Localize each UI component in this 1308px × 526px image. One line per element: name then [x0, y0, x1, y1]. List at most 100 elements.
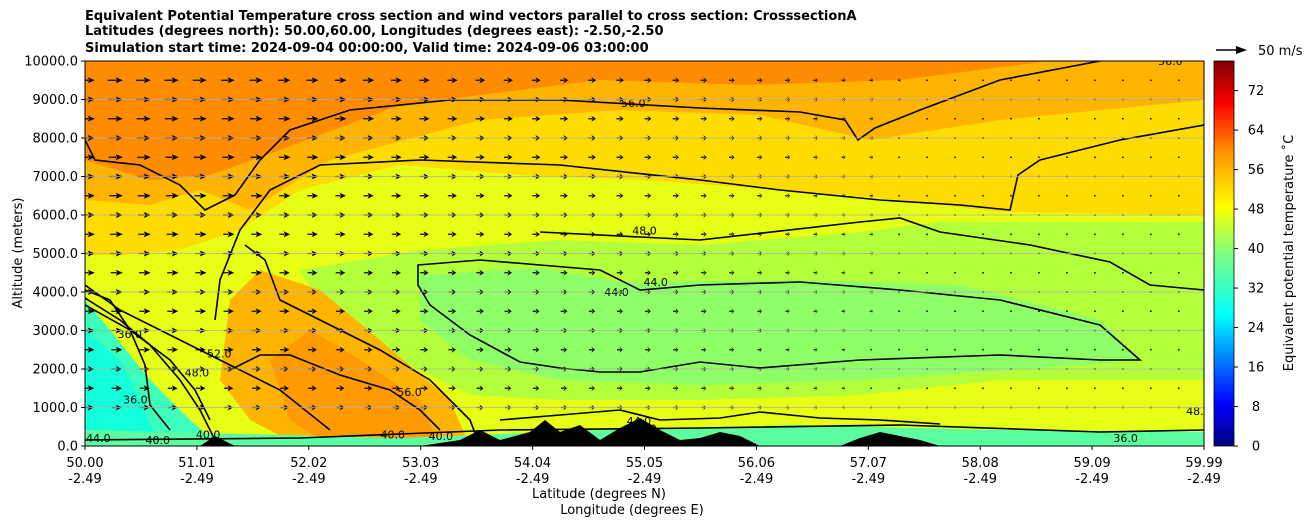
wind-vector: [619, 231, 624, 238]
wind-vector: [479, 269, 485, 276]
wind-vector: [926, 117, 928, 120]
wind-vector: [115, 385, 122, 392]
wind-vector: [1149, 271, 1152, 274]
wind-vector: [171, 77, 179, 84]
colorbar-tick-label: 64: [1248, 124, 1265, 139]
y-axis-label: Altitude (meters): [11, 198, 26, 309]
wind-vector: [982, 310, 984, 313]
wind-vector: [843, 308, 846, 315]
wind-vector: [591, 77, 597, 84]
wind-vector: [787, 269, 790, 276]
wind-vector: [535, 346, 540, 353]
plot-area: 56.0 48.0 44.0 44.0 52.0 48.0 56.0 36.0 36.0 44.0…: [85, 61, 1211, 446]
grid-lines: [85, 99, 1204, 408]
wind-vector: [1093, 79, 1096, 82]
wind-vector: [759, 115, 763, 122]
wind-vector: [227, 385, 234, 392]
colorbar-tick-label: 48: [1248, 203, 1265, 218]
wind-vector: [479, 154, 485, 161]
wind-vector: [451, 346, 456, 353]
wind-vector: [1121, 194, 1124, 197]
wind-vector: [1177, 387, 1180, 390]
x-axis-label-longitude: Longitude (degrees E): [560, 503, 704, 518]
contour-label: 36.0: [1113, 432, 1138, 445]
contour-label: 48.0: [1186, 405, 1211, 418]
wind-vector: [703, 346, 707, 353]
wind-vector: [535, 308, 540, 315]
wind-vector: [339, 385, 345, 392]
colorbar-tick-label: 8: [1252, 400, 1260, 415]
wind-vector: [227, 154, 235, 161]
wind-vector: [199, 192, 207, 199]
wind-vector: [1066, 348, 1068, 351]
wind-vector: [675, 346, 679, 353]
wind-vector: [1066, 310, 1068, 313]
wind-vector: [283, 115, 291, 122]
quiver-key-label: 50 m/s: [1258, 44, 1303, 59]
contour-40-left: [85, 297, 216, 441]
wind-vector: [143, 346, 151, 353]
wind-vector: [843, 77, 846, 84]
wind-vector: [563, 269, 568, 276]
wind-vector: [759, 308, 762, 315]
wind-vector: [1149, 79, 1152, 82]
wind-vector: [898, 348, 900, 351]
wind-vector: [647, 385, 651, 392]
wind-vector: [563, 154, 569, 161]
wind-vector: [731, 346, 734, 353]
wind-vector: [703, 77, 707, 84]
wind-vector: [1177, 156, 1180, 159]
wind-vector: [143, 115, 151, 122]
wind-vector: [255, 385, 262, 392]
wind-vector: [815, 231, 818, 238]
y-tick-label: 9000.0: [33, 93, 79, 108]
wind-vector: [1149, 387, 1152, 390]
wind-vector: [171, 308, 179, 315]
wind-vector: [563, 385, 567, 392]
wind-vector: [367, 192, 374, 199]
wind-vector: [647, 231, 651, 238]
x-tick-label-lat: 58.08: [962, 456, 999, 471]
wind-vector: [1121, 271, 1124, 274]
wind-vector: [367, 115, 375, 122]
colorbar-tick-label: 40: [1248, 242, 1265, 257]
wind-vector: [479, 231, 485, 238]
wind-vector: [591, 385, 595, 392]
wind-vector: [87, 346, 95, 353]
wind-vector: [731, 77, 735, 84]
wind-vector: [507, 346, 512, 353]
wind-vector: [619, 77, 624, 84]
wind-vector: [1010, 271, 1012, 274]
wind-vector: [675, 385, 679, 392]
wind-vector: [563, 115, 569, 122]
wind-vector: [1121, 117, 1124, 120]
wind-vector: [787, 77, 791, 84]
wind-vector: [507, 308, 512, 315]
wind-vector: [1010, 79, 1012, 82]
wind-vector: [899, 77, 902, 84]
wind-vector: [787, 385, 790, 392]
wind-vector: [115, 308, 123, 315]
wind-vector: [283, 231, 291, 238]
wind-vector: [339, 154, 347, 161]
wind-vector: [731, 385, 734, 392]
contour-36-left: [85, 289, 171, 431]
wind-vector: [535, 115, 541, 122]
wind-vector: [871, 269, 874, 276]
wind-vector: [703, 385, 707, 392]
x-tick-label-lon: -2.49: [1075, 472, 1109, 487]
wind-vector: [451, 269, 457, 276]
wind-vector: [926, 233, 928, 236]
wind-vector: [647, 115, 652, 122]
wind-vector: [115, 346, 123, 353]
quiver-key: 50 m/s: [1216, 44, 1303, 59]
wind-vector: [843, 115, 846, 122]
wind-vector: [926, 79, 928, 82]
wind-vector: [395, 308, 401, 315]
wind-vector: [619, 385, 623, 392]
wind-vector: [1121, 387, 1124, 390]
x-tick-label-lon: -2.49: [180, 472, 214, 487]
wind-vector: [535, 192, 541, 199]
wind-vector: [1038, 271, 1040, 274]
x-axis-ticks: 50.00-2.4951.01-2.4952.02-2.4953.03-2.49…: [66, 446, 1223, 487]
